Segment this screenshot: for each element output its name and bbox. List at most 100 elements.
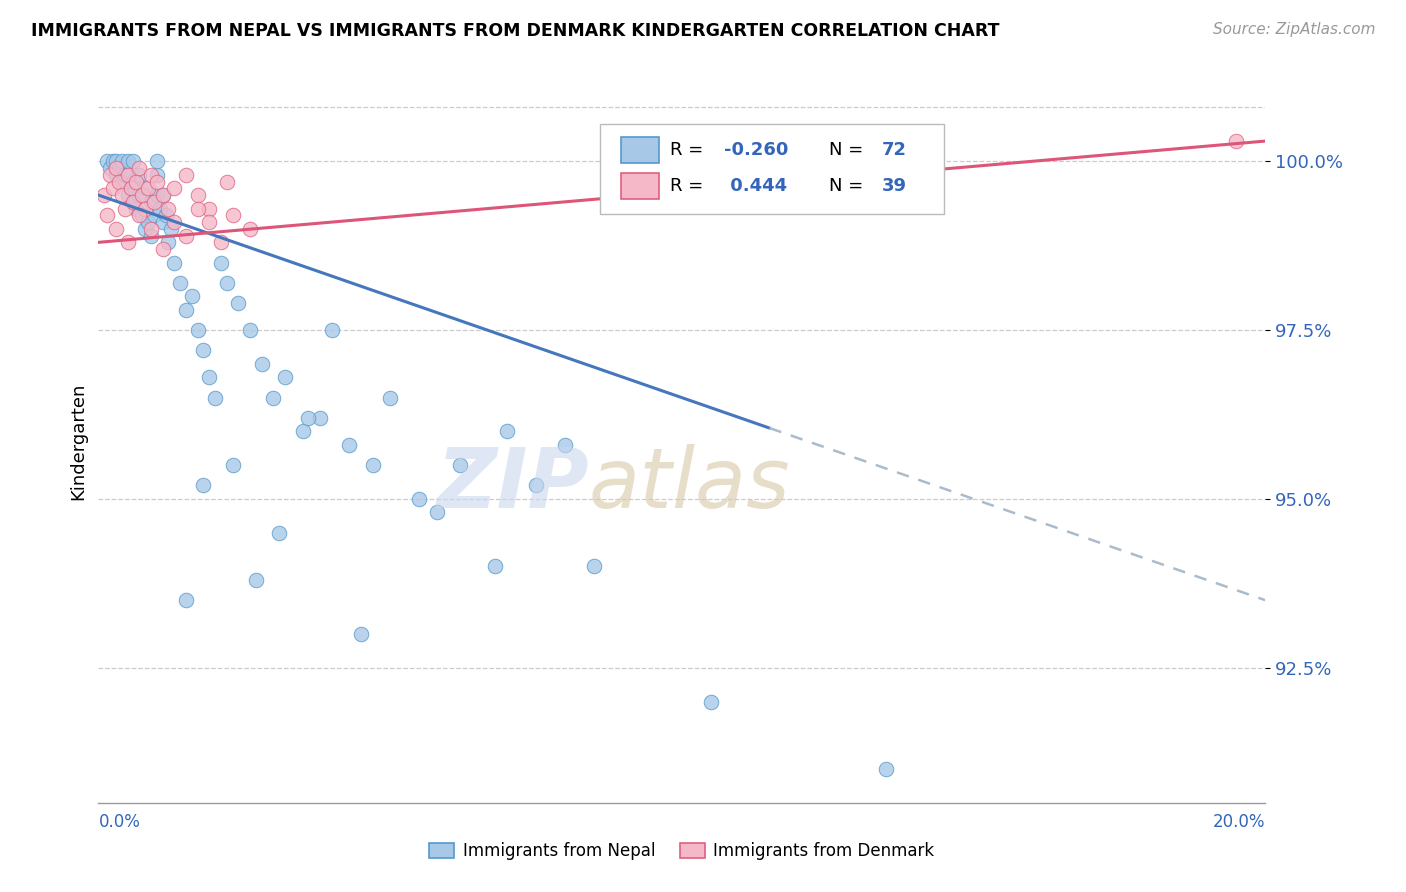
Point (134, 202, 156, 216)
Point (180, 289, 202, 303)
Text: N =: N = (830, 178, 869, 195)
Y-axis label: Kindergarten: Kindergarten (69, 383, 87, 500)
Point (117, 154, 139, 169)
Point (337, 438, 360, 452)
Point (215, 276, 238, 290)
Point (142, 194, 165, 209)
Point (163, 215, 186, 229)
Point (209, 255, 232, 269)
Point (125, 202, 148, 216)
Text: -0.260: -0.260 (724, 141, 789, 160)
Point (228, 296, 250, 310)
Point (239, 222, 262, 236)
Point (204, 391, 226, 405)
Text: R =: R = (671, 178, 709, 195)
Point (108, 175, 131, 189)
Point (245, 573, 267, 587)
Point (554, 438, 576, 452)
Point (193, 343, 215, 358)
Point (174, 228, 197, 243)
Point (146, 188, 169, 202)
Text: 72: 72 (882, 141, 907, 160)
Point (139, 228, 162, 243)
Point (128, 188, 150, 202)
Point (426, 505, 449, 519)
Point (157, 202, 180, 216)
Point (152, 242, 174, 256)
Point (139, 222, 162, 236)
Point (408, 491, 430, 506)
Point (96, 208, 118, 222)
Point (122, 154, 145, 169)
Point (146, 175, 169, 189)
Point (152, 215, 174, 229)
Text: R =: R = (671, 141, 709, 160)
Legend: Immigrants from Nepal, Immigrants from Denmark: Immigrants from Nepal, Immigrants from D… (423, 836, 941, 867)
Point (122, 175, 145, 189)
Point (269, 525, 291, 540)
Point (114, 202, 136, 216)
Point (875, 762, 897, 776)
Point (96, 154, 118, 169)
Point (309, 411, 332, 425)
Point (198, 215, 221, 229)
Text: IMMIGRANTS FROM NEPAL VS IMMIGRANTS FROM DENMARK KINDERGARTEN CORRELATION CHART: IMMIGRANTS FROM NEPAL VS IMMIGRANTS FROM… (31, 22, 1000, 40)
Point (583, 559, 606, 574)
Point (221, 458, 243, 472)
Point (169, 276, 191, 290)
Point (122, 194, 145, 209)
Point (163, 255, 186, 269)
FancyBboxPatch shape (621, 173, 658, 200)
Text: 0.444: 0.444 (724, 178, 787, 195)
Point (108, 161, 131, 175)
Point (117, 235, 139, 250)
Point (250, 357, 273, 371)
Point (114, 168, 136, 182)
Point (122, 194, 145, 209)
Point (139, 194, 162, 209)
Point (700, 694, 723, 708)
Point (98, 161, 121, 175)
Point (101, 181, 124, 195)
Point (128, 208, 150, 222)
Point (101, 154, 124, 169)
Point (152, 188, 174, 202)
Point (155, 208, 177, 222)
Point (104, 161, 127, 175)
Point (125, 175, 148, 189)
Point (93, 188, 115, 202)
Text: 0.0%: 0.0% (98, 813, 141, 831)
Point (524, 478, 547, 492)
Point (239, 323, 262, 337)
Point (128, 161, 150, 175)
Point (350, 627, 373, 641)
Point (104, 168, 127, 182)
Point (111, 154, 134, 169)
Point (174, 302, 197, 317)
Point (149, 202, 172, 216)
Point (98, 168, 121, 182)
Text: N =: N = (830, 141, 869, 160)
Point (139, 168, 162, 182)
Point (117, 168, 139, 182)
Point (449, 458, 471, 472)
Text: atlas: atlas (589, 444, 790, 525)
Point (198, 370, 221, 384)
Point (128, 168, 150, 182)
Point (274, 370, 297, 384)
Point (131, 208, 153, 222)
Point (104, 222, 127, 236)
Point (136, 181, 159, 195)
Point (120, 181, 142, 195)
Point (111, 188, 134, 202)
Text: ZIP: ZIP (436, 444, 589, 525)
Point (263, 391, 285, 405)
Point (111, 175, 134, 189)
Point (117, 188, 139, 202)
Point (380, 391, 402, 405)
Text: Source: ZipAtlas.com: Source: ZipAtlas.com (1212, 22, 1375, 37)
Point (496, 425, 519, 439)
Point (221, 208, 243, 222)
Point (134, 222, 156, 236)
Point (174, 168, 197, 182)
